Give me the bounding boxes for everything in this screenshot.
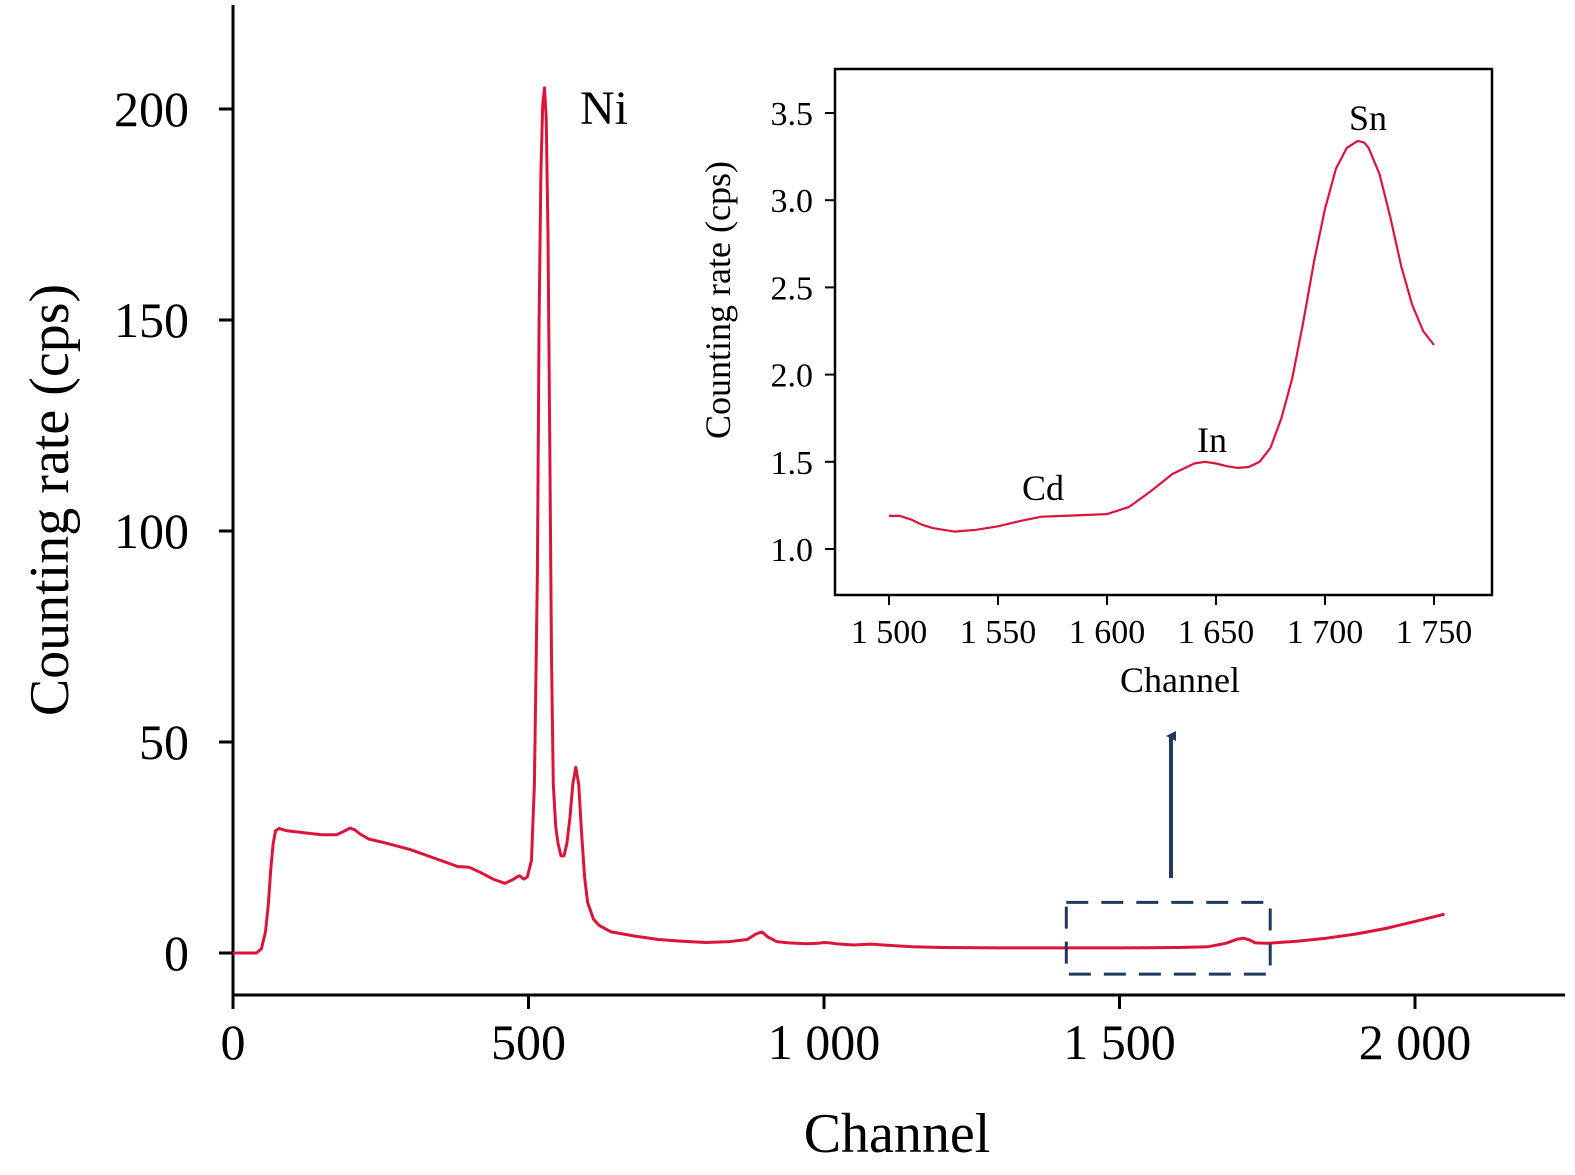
inset-x-tick-label: 1 550 (960, 614, 1037, 651)
main-x-tick-label: 2 000 (1359, 1014, 1472, 1070)
inset-y-tick-label: 1.5 (771, 445, 814, 482)
main-y-tick-label: 50 (139, 714, 189, 770)
inset-x-axis-title: Channel (1120, 660, 1240, 700)
inset-frame (833, 67, 1494, 597)
main-y-tick-label: 100 (114, 503, 189, 559)
main-y-ticks: 0 50 100 150 200 (114, 81, 233, 981)
inset-y-tick-label: 3.0 (771, 183, 814, 220)
main-x-tick-label: 1 500 (1063, 1014, 1176, 1070)
peak-label-cd: Cd (1022, 468, 1064, 508)
inset-x-tick-label: 1 600 (1069, 614, 1146, 651)
inset-chart: 1 500 1 550 1 600 1 650 1 700 1 750 1.0 1.5 2.0… (698, 67, 1494, 700)
inset-x-tick-label: 1 700 (1287, 614, 1364, 651)
main-y-axis-title: Counting rate (cps) (19, 284, 81, 716)
main-x-ticks: 0 500 1 000 1 500 2 000 (221, 995, 1472, 1070)
peak-label-sn: Sn (1349, 98, 1387, 138)
inset-x-tick-label: 1 750 (1396, 614, 1473, 651)
inset-y-tick-label: 2.5 (771, 270, 814, 307)
inset-y-tick-label: 2.0 (771, 358, 814, 395)
main-spectrum-line (233, 86, 1445, 955)
main-y-tick-label: 150 (114, 292, 189, 348)
main-y-tick-label: 0 (164, 925, 189, 981)
inset-spectrum-line (889, 139, 1435, 533)
main-chart: 0 500 1 000 1 500 2 000 0 50 100 150 200 Ni Chan… (19, 5, 1565, 1165)
inset-y-axis-title: Counting rate (cps) (698, 161, 738, 439)
inset-y-ticks: 1.0 1.5 2.0 2.5 3.0 3.5 (771, 96, 835, 569)
inset-x-ticks: 1 500 1 550 1 600 1 650 1 700 1 750 (851, 595, 1473, 651)
main-x-tick-label: 500 (491, 1014, 566, 1070)
inset-y-tick-label: 3.5 (771, 96, 814, 133)
peak-label-ni: Ni (580, 82, 628, 135)
main-x-tick-label: 1 000 (768, 1014, 881, 1070)
main-x-tick-label: 0 (221, 1014, 246, 1070)
inset-x-tick-label: 1 650 (1178, 614, 1255, 651)
main-x-axis-title: Channel (804, 1103, 991, 1165)
inset-y-tick-label: 1.0 (771, 532, 814, 569)
peak-label-in: In (1197, 420, 1227, 460)
inset-x-tick-label: 1 500 (851, 614, 928, 651)
main-y-tick-label: 200 (114, 81, 189, 137)
